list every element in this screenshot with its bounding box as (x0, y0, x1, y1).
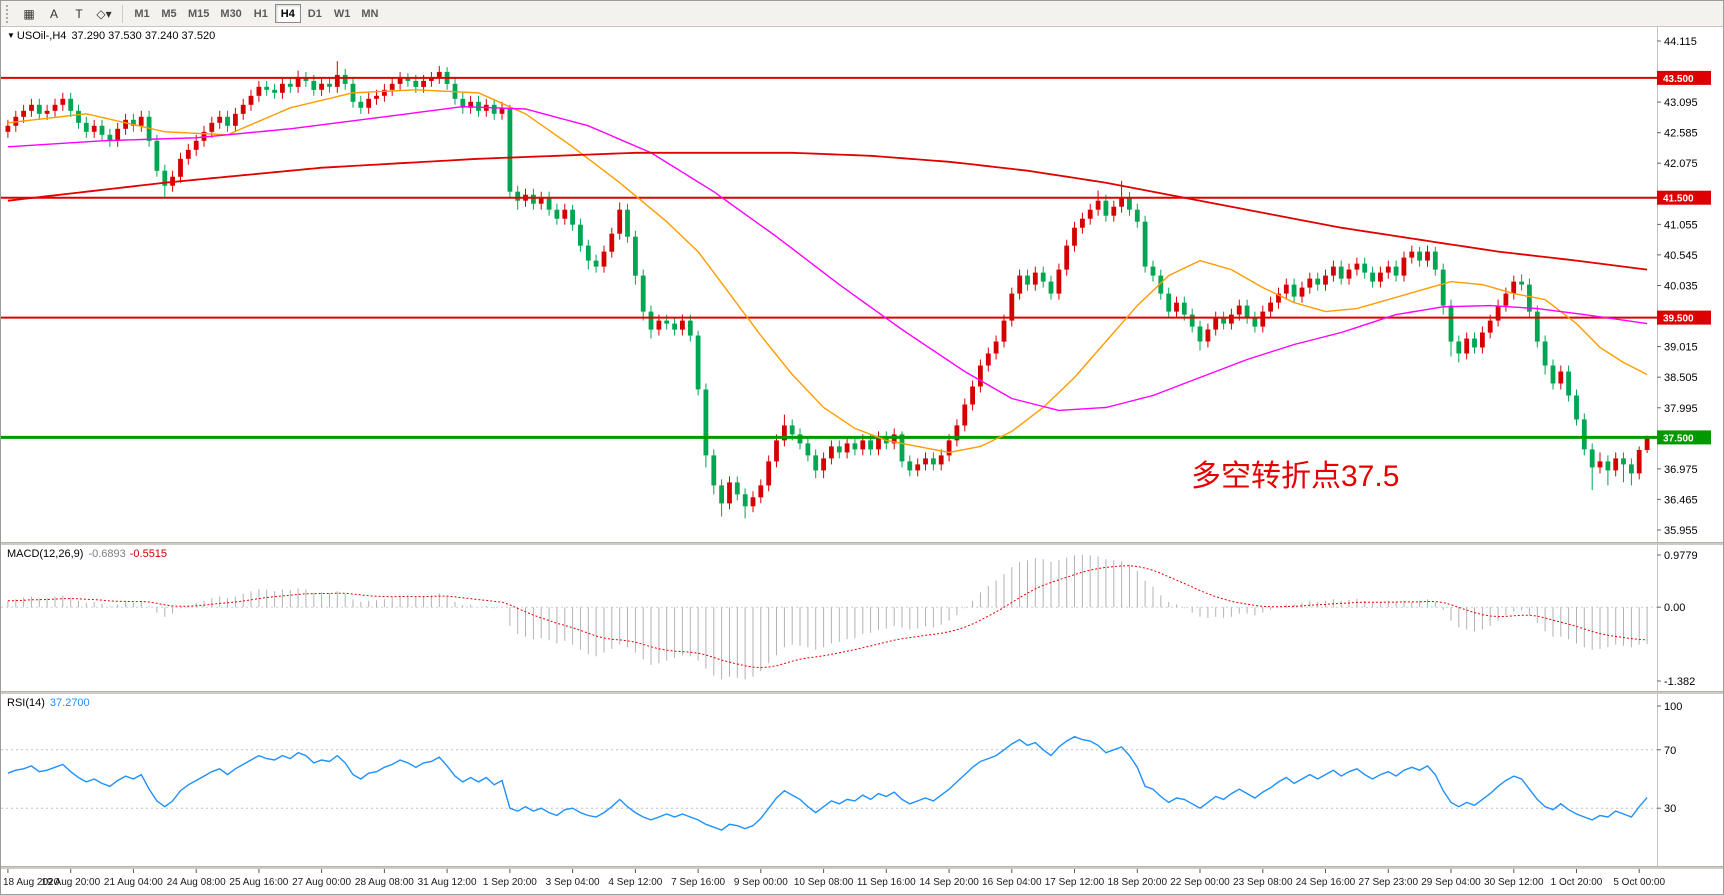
svg-text:7 Sep 16:00: 7 Sep 16:00 (671, 877, 725, 888)
macd-axis[interactable]: 0.9779 0.00 -1.382 (1657, 550, 1698, 688)
timeframe-button-mn[interactable]: MN (356, 4, 383, 23)
svg-text:19 Aug 20:00: 19 Aug 20:00 (41, 877, 100, 888)
svg-text:36.465: 36.465 (1664, 494, 1698, 506)
chart-tool-buttons: ▦ A T ◇▾ (17, 4, 116, 24)
toolbar-separator (122, 4, 123, 23)
rsi-axis[interactable]: 100 70 30 (1657, 701, 1682, 815)
timeframe-button-m1[interactable]: M1 (129, 4, 155, 23)
svg-text:31 Aug 12:00: 31 Aug 12:00 (418, 877, 477, 888)
rsi-line (7, 735, 1648, 831)
svg-text:43.095: 43.095 (1664, 97, 1698, 109)
timeframe-button-h4[interactable]: H4 (274, 4, 301, 23)
svg-text:40.035: 40.035 (1664, 281, 1698, 293)
timeframe-button-d1[interactable]: D1 (302, 4, 328, 23)
svg-text:0.9779: 0.9779 (1664, 550, 1698, 562)
price-chart-canvas[interactable]: 44.115 43.095 42.585 42.075 41.055 40.545 40.0… (1, 27, 1723, 542)
label-a-tool[interactable]: A (42, 4, 66, 24)
svg-text:37.500: 37.500 (1663, 433, 1694, 444)
svg-text:21 Aug 04:00: 21 Aug 04:00 (104, 877, 163, 888)
svg-text:28 Aug 08:00: 28 Aug 08:00 (355, 877, 414, 888)
svg-text:35.955: 35.955 (1664, 525, 1698, 537)
svg-text:3 Sep 04:00: 3 Sep 04:00 (546, 877, 600, 888)
timeframe-buttons: M1 M5 M15 M30 H1 H4 D1 W1 MN (129, 4, 383, 23)
svg-text:16 Sep 04:00: 16 Sep 04:00 (982, 877, 1042, 888)
price-axis[interactable]: 44.115 43.095 42.585 42.075 41.055 40.545 40.0… (1657, 36, 1698, 537)
horizontal-level-lines[interactable] (1, 76, 1657, 439)
svg-text:30: 30 (1664, 803, 1676, 815)
rsi-panel: 100 70 30 RSI(14) 37.2700 (1, 694, 1723, 866)
svg-text:39.500: 39.500 (1663, 314, 1694, 325)
svg-text:10 Sep 08:00: 10 Sep 08:00 (794, 877, 854, 888)
macd-canvas[interactable]: 0.9779 0.00 -1.382 (1, 545, 1723, 691)
chart-grid-icon[interactable]: ▦ (17, 4, 41, 24)
svg-text:24 Sep 16:00: 24 Sep 16:00 (1296, 877, 1356, 888)
svg-text:38.505: 38.505 (1664, 372, 1698, 384)
text-tool[interactable]: T (67, 4, 91, 24)
svg-text:-1.382: -1.382 (1664, 676, 1695, 688)
svg-text:29 Sep 04:00: 29 Sep 04:00 (1421, 877, 1481, 888)
time-axis[interactable]: 18 Aug 2020 19 Aug 20:00 21 Aug 04:00 24 Au… (1, 869, 1723, 895)
svg-text:39.015: 39.015 (1664, 342, 1698, 354)
timeframe-button-m15[interactable]: M15 (183, 4, 214, 23)
rsi-canvas[interactable]: 100 70 30 (1, 694, 1723, 866)
svg-text:17 Sep 12:00: 17 Sep 12:00 (1045, 877, 1105, 888)
timeframe-button-w1[interactable]: W1 (329, 4, 356, 23)
svg-text:42.075: 42.075 (1664, 158, 1698, 170)
shapes-tool[interactable]: ◇▾ (92, 4, 116, 24)
timeframe-button-m5[interactable]: M5 (156, 4, 182, 23)
rsi-level-lines (1, 749, 1657, 809)
panel-divider-rsi[interactable] (1, 691, 1723, 694)
svg-text:18 Sep 20:00: 18 Sep 20:00 (1108, 877, 1168, 888)
macd-histogram (7, 554, 1648, 680)
timeframe-button-m30[interactable]: M30 (215, 4, 246, 23)
moving-average-lines (7, 89, 1648, 454)
svg-text:23 Sep 08:00: 23 Sep 08:00 (1233, 877, 1293, 888)
svg-text:70: 70 (1664, 745, 1676, 757)
svg-text:27 Sep 23:00: 27 Sep 23:00 (1359, 877, 1419, 888)
svg-text:41.055: 41.055 (1664, 219, 1698, 231)
svg-text:43.500: 43.500 (1663, 74, 1694, 85)
svg-text:41.500: 41.500 (1663, 194, 1694, 205)
svg-text:25 Aug 16:00: 25 Aug 16:00 (229, 877, 288, 888)
toolbar-grip[interactable] (6, 4, 12, 23)
timeframe-button-h1[interactable]: H1 (248, 4, 274, 23)
toolbar: ▦ A T ◇▾ M1 M5 M15 M30 H1 H4 D1 W1 MN (1, 1, 1723, 27)
svg-text:22 Sep 00:00: 22 Sep 00:00 (1170, 877, 1230, 888)
svg-text:44.115: 44.115 (1664, 36, 1697, 48)
svg-text:18 Aug 2020: 18 Aug 2020 (3, 877, 60, 888)
svg-text:24 Aug 08:00: 24 Aug 08:00 (167, 877, 226, 888)
svg-text:100: 100 (1664, 701, 1682, 713)
svg-text:1 Oct 20:00: 1 Oct 20:00 (1551, 877, 1603, 888)
svg-text:14 Sep 20:00: 14 Sep 20:00 (919, 877, 979, 888)
svg-text:11 Sep 16:00: 11 Sep 16:00 (857, 877, 916, 888)
price-level-tags: 43.500 41.500 39.500 37.500 (1657, 70, 1711, 445)
macd-panel: 0.9779 0.00 -1.382 MACD(12,26,9) -0.6893 -0.… (1, 545, 1723, 691)
svg-text:4 Sep 12:00: 4 Sep 12:00 (608, 877, 662, 888)
svg-text:40.545: 40.545 (1664, 250, 1698, 262)
panel-divider-macd[interactable] (1, 542, 1723, 545)
macd-signal-line (7, 565, 1648, 669)
price-chart-panel: 44.115 43.095 42.585 42.075 41.055 40.545 40.0… (1, 27, 1723, 542)
candles-layer (5, 61, 1650, 519)
svg-text:0.00: 0.00 (1664, 602, 1685, 614)
svg-text:5 Oct 00:00: 5 Oct 00:00 (1613, 877, 1665, 888)
panel-divider-time[interactable] (1, 866, 1723, 869)
svg-text:27 Aug 00:00: 27 Aug 00:00 (292, 877, 351, 888)
svg-text:1 Sep 20:00: 1 Sep 20:00 (483, 877, 537, 888)
svg-text:42.585: 42.585 (1664, 128, 1698, 140)
svg-text:36.975: 36.975 (1664, 464, 1698, 476)
svg-text:9 Sep 00:00: 9 Sep 00:00 (734, 877, 788, 888)
svg-text:37.995: 37.995 (1664, 403, 1698, 415)
svg-text:30 Sep 12:00: 30 Sep 12:00 (1484, 877, 1544, 888)
